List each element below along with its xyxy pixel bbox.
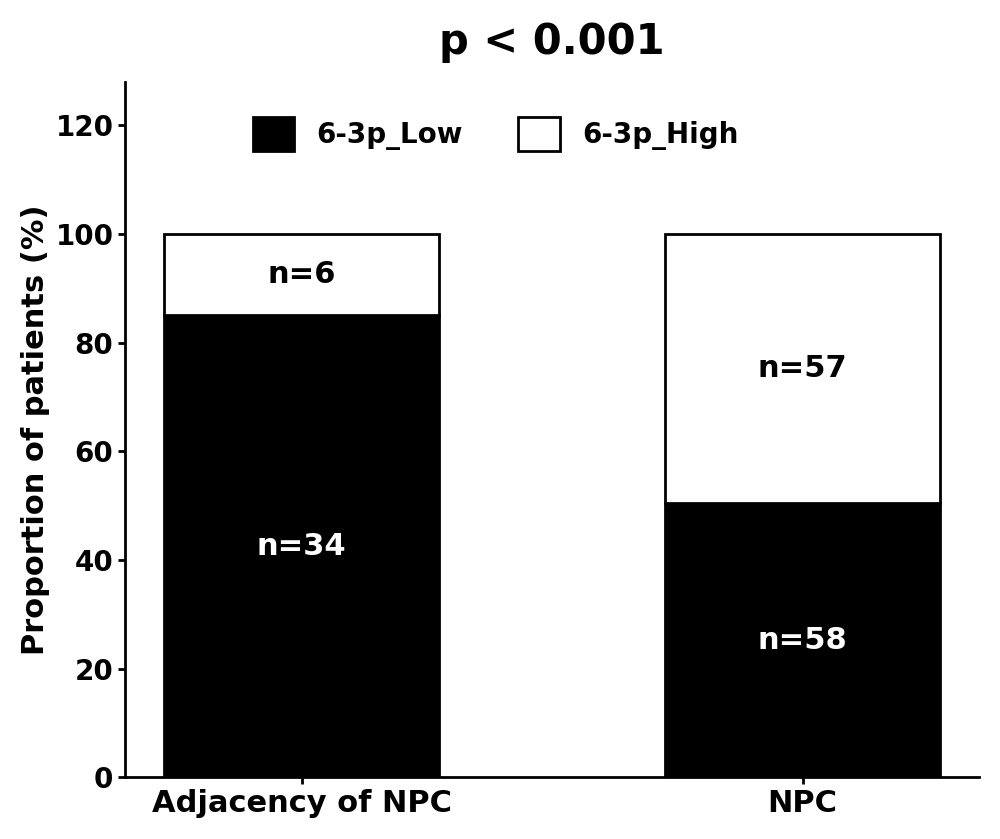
Bar [665, 234, 940, 503]
Text: n=58: n=58 [758, 626, 847, 654]
Bar [665, 503, 940, 778]
Bar [164, 315, 439, 778]
Y-axis label: Proportion of patients (%): Proportion of patients (%) [21, 204, 50, 654]
Bar [164, 234, 439, 315]
Text: n=34: n=34 [257, 532, 347, 560]
Title: p < 0.001: p < 0.001 [439, 21, 665, 63]
Legend: 6-3p_Low, 6-3p_High: 6-3p_Low, 6-3p_High [242, 106, 750, 162]
Text: n=6: n=6 [267, 260, 336, 289]
Text: n=57: n=57 [758, 354, 847, 383]
